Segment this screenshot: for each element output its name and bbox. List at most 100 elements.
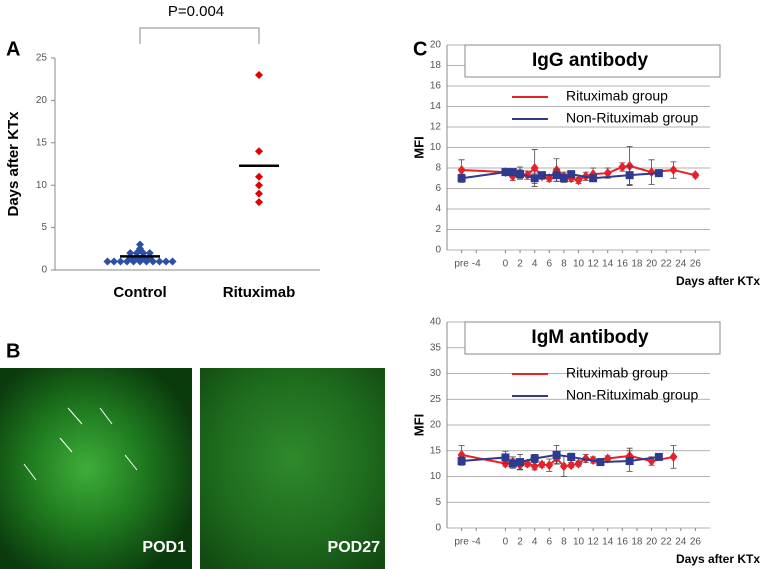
dot — [145, 249, 154, 258]
x-tick-label: 6 — [546, 259, 552, 270]
x-tick-label: 10 — [573, 259, 585, 270]
marker — [457, 165, 466, 176]
x-tick-label: pre — [454, 259, 469, 270]
marker — [567, 460, 576, 471]
dot — [103, 257, 112, 266]
x-tick-label: 0 — [503, 537, 509, 548]
image — [200, 368, 385, 569]
y-axis-title: MFI — [411, 136, 426, 158]
x-tick-label: 2 — [517, 537, 523, 548]
x-tick-label: 24 — [675, 537, 687, 548]
y-tick-label: 2 — [435, 224, 441, 235]
x-tick-label: -4 — [472, 537, 481, 548]
y-tick-label: 8 — [435, 163, 441, 174]
y-tick-label: 25 — [430, 394, 442, 405]
dot — [155, 257, 164, 266]
chart-title: IgG antibody — [532, 50, 649, 71]
x-tick-label: 22 — [661, 537, 673, 548]
dot — [255, 147, 263, 156]
marker — [567, 170, 576, 179]
y-tick-label: 0 — [435, 523, 441, 534]
marker — [647, 167, 656, 178]
image-label: POD27 — [328, 539, 381, 556]
marker — [669, 165, 678, 176]
marker — [516, 170, 525, 179]
image — [0, 368, 192, 569]
y-tick-label: 15 — [430, 445, 442, 456]
dot — [116, 257, 125, 266]
y-tick-label: 18 — [430, 60, 442, 71]
x-tick-label: -4 — [472, 259, 481, 270]
x-tick-label: 18 — [631, 259, 643, 270]
dot — [255, 198, 263, 207]
x-tick-label: 6 — [546, 537, 552, 548]
marker — [654, 452, 663, 461]
x-tick-label: Control — [113, 284, 166, 301]
marker — [552, 450, 561, 459]
x-tick-label: 16 — [617, 537, 629, 548]
x-tick-label: 4 — [532, 537, 538, 548]
micrograph: POD27 — [200, 368, 385, 569]
marker — [618, 161, 627, 172]
dot — [255, 189, 263, 198]
marker — [530, 461, 539, 472]
dot — [255, 181, 263, 190]
marker — [589, 174, 598, 183]
y-tick-label: 35 — [430, 342, 442, 353]
panel-label: C — [413, 38, 427, 60]
y-tick-label: 30 — [430, 368, 442, 379]
dot — [126, 249, 135, 258]
x-tick-label: 18 — [631, 537, 643, 548]
marker — [654, 169, 663, 178]
y-tick-label: 0 — [41, 265, 47, 276]
y-axis-title: Days after KTx — [5, 111, 22, 217]
marker — [537, 171, 546, 180]
x-tick-label: 24 — [675, 259, 687, 270]
x-tick-label: 20 — [646, 537, 658, 548]
marker — [516, 458, 525, 467]
marker — [625, 457, 634, 466]
dot — [136, 240, 144, 249]
x-tick-label: 14 — [602, 259, 614, 270]
x-tick-label: 20 — [646, 259, 658, 270]
chart-title: IgM antibody — [531, 327, 649, 348]
dot — [168, 257, 177, 266]
annotation: P=0.004 — [168, 3, 224, 20]
y-tick-label: 4 — [435, 204, 441, 215]
x-tick-label: 4 — [532, 259, 538, 270]
marker — [596, 458, 605, 467]
y-tick-label: 10 — [430, 471, 442, 482]
marker — [574, 458, 583, 469]
marker — [501, 168, 510, 177]
x-tick-label: 8 — [561, 537, 567, 548]
dot — [255, 172, 263, 181]
panel-label: A — [6, 38, 20, 60]
marker — [530, 163, 539, 173]
x-tick-label: 26 — [690, 259, 702, 270]
x-tick-label: 16 — [617, 259, 629, 270]
x-tick-label: 14 — [602, 537, 614, 548]
marker — [625, 171, 634, 180]
x-tick-label: 12 — [588, 537, 600, 548]
image-label: POD1 — [142, 539, 186, 556]
x-tick-label: 12 — [588, 259, 600, 270]
x-tick-label: 0 — [503, 259, 509, 270]
y-tick-label: 20 — [430, 420, 442, 431]
marker — [457, 174, 466, 183]
x-tick-label: 2 — [517, 259, 523, 270]
y-tick-label: 16 — [430, 81, 442, 92]
y-tick-label: 20 — [36, 95, 48, 106]
legend-label: Rituximab group — [566, 365, 668, 381]
marker — [530, 454, 539, 463]
y-tick-label: 10 — [430, 142, 442, 153]
y-tick-label: 0 — [435, 245, 441, 256]
y-tick-label: 20 — [430, 40, 442, 51]
x-axis-title: Days after KTx — [676, 274, 760, 288]
y-tick-label: 5 — [41, 222, 47, 233]
x-axis-title: Days after KTx — [676, 552, 760, 566]
marker — [508, 168, 517, 177]
marker — [508, 459, 517, 468]
marker — [457, 457, 466, 466]
y-axis-title: MFI — [411, 414, 426, 436]
